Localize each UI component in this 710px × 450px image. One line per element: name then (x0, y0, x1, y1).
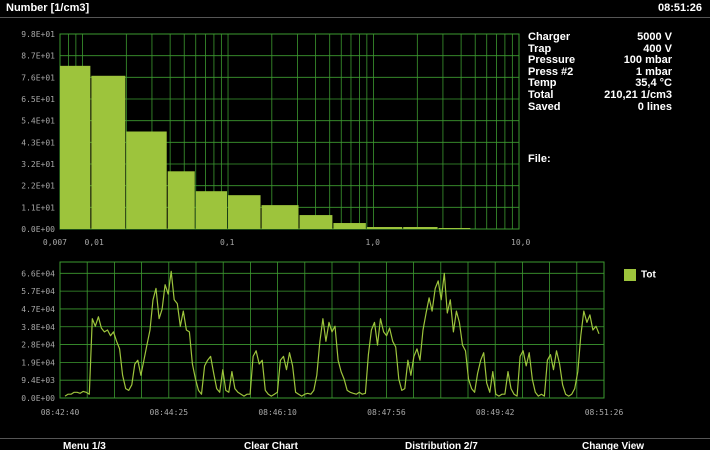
y-tick-label: 2.2E+01 (21, 182, 55, 191)
histogram-bar (228, 195, 261, 229)
histogram-bar (60, 65, 91, 229)
series-line-tot (64, 270, 600, 397)
status-label: Total (528, 88, 554, 101)
title-bar: Number [1/cm3] 08:51:26 (0, 0, 710, 18)
histogram-bar (299, 215, 333, 229)
y-tick-label: 8.7E+01 (21, 52, 55, 61)
distribution-button[interactable]: Distribution 2/7 (405, 441, 478, 450)
clear-chart-button[interactable]: Clear Chart (244, 441, 298, 450)
status-label: Trap (528, 42, 552, 55)
x-tick-label: 08:49:42 (476, 408, 515, 417)
legend-swatch (624, 269, 636, 281)
status-row-temp: Temp 35,4 °C (528, 78, 704, 90)
histogram-bar (126, 131, 167, 229)
histogram-bar (403, 227, 438, 229)
x-tick-label: 1,0 (366, 238, 381, 247)
plot-frame (59, 261, 605, 399)
change-view-button[interactable]: Change View (582, 441, 645, 450)
status-label: Saved (528, 100, 561, 113)
x-tick-label: 08:51:26 (585, 408, 624, 417)
y-tick-label: 3.2E+01 (21, 160, 55, 169)
status-row-press2: Press #2 1 mbar (528, 65, 704, 79)
status-row-charger: Charger 5000 V (528, 31, 704, 44)
status-label: Press #2 (528, 65, 574, 78)
y-tick-label: 3.8E+04 (21, 323, 55, 332)
y-tick-label: 6.5E+01 (21, 95, 55, 104)
histogram-bar (261, 205, 299, 229)
status-label: Pressure (528, 54, 576, 67)
x-tick-label: 0,01 (85, 238, 104, 247)
y-tick-label: 5.7E+04 (21, 287, 55, 296)
histogram-bar (438, 228, 471, 229)
page-title: Number [1/cm3] (6, 2, 90, 14)
y-tick-label: 5.4E+01 (21, 117, 55, 126)
y-tick-label: 9.4E+03 (21, 376, 55, 385)
x-tick-label: 0,1 (220, 238, 235, 247)
y-tick-label: 4.7E+04 (21, 305, 55, 314)
menu-button[interactable]: Menu 1/3 (63, 441, 106, 450)
status-value: 210,21 1/cm3 (604, 88, 672, 101)
y-tick-label: 2.8E+04 (21, 341, 55, 350)
histogram-bar (195, 191, 228, 229)
status-value: 35,4 °C (635, 77, 672, 90)
y-tick-label: 6.6E+04 (21, 269, 55, 278)
x-tick-label: 08:44:25 (150, 408, 189, 417)
status-row-saved: Saved 0 lines (528, 100, 704, 114)
status-label: Charger (528, 31, 571, 43)
y-tick-label: 7.6E+01 (21, 73, 55, 82)
status-value: 0 lines (637, 100, 672, 113)
status-value: 100 mbar (623, 54, 672, 67)
status-row-pressure: Pressure 100 mbar (528, 55, 704, 67)
legend: Tot (624, 269, 656, 281)
x-tick-label: 10,0 (511, 238, 530, 247)
histogram-bar (366, 227, 403, 229)
status-row-trap: Trap 400 V (528, 42, 704, 56)
y-tick-label: 0.0E+00 (21, 394, 55, 403)
status-value: 400 V (643, 42, 672, 55)
status-row-total: Total 210,21 1/cm3 (528, 88, 704, 102)
histogram-bar (91, 75, 126, 230)
y-tick-label: 4.3E+01 (21, 138, 55, 147)
x-tick-label: 08:42:40 (41, 408, 80, 417)
file-label: File: (528, 153, 551, 165)
status-value: 5000 V (637, 31, 672, 43)
legend-label: Tot (641, 269, 656, 281)
status-panel: Charger 5000 V Trap 400 V Pressure 100 mbar… (528, 31, 704, 114)
x-tick-label: 08:47:56 (367, 408, 406, 417)
y-tick-label: 1.9E+04 (21, 358, 55, 367)
y-tick-label: 1.1E+01 (21, 203, 55, 212)
clock: 08:51:26 (657, 2, 702, 14)
menu-bar: Menu 1/3 Clear Chart Distribution 2/7 Ch… (0, 438, 710, 450)
histogram-bar (167, 171, 195, 229)
status-label: Temp (528, 77, 557, 90)
x-tick-label: 0,007 (43, 238, 67, 247)
x-tick-label: 08:46:10 (258, 408, 297, 417)
histogram-bar (333, 223, 366, 229)
y-tick-label: 0.0E+00 (21, 225, 55, 234)
y-tick-label: 9.8E+01 (21, 30, 55, 39)
status-value: 1 mbar (635, 65, 672, 78)
